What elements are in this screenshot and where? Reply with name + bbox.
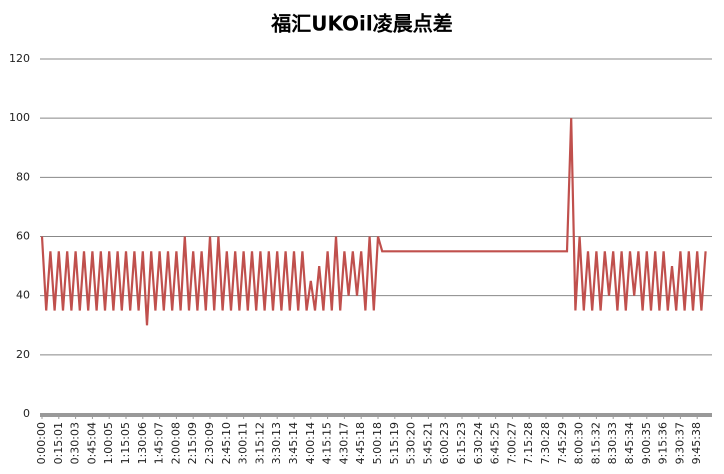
- x-tick-label: 9:30:37: [673, 422, 686, 464]
- x-tick-label: 0:30:03: [69, 422, 82, 464]
- y-tick-label: 120: [9, 52, 30, 65]
- x-tick-label: 4:15:15: [321, 422, 334, 464]
- x-tick-label: 2:15:09: [186, 422, 199, 464]
- x-tick-label: 1:15:05: [119, 422, 132, 464]
- x-tick-label: 0:45:04: [85, 422, 98, 464]
- x-tick-label: 5:30:20: [405, 422, 418, 464]
- x-tick-label: 4:30:17: [337, 422, 350, 464]
- y-tick-label: 100: [9, 111, 30, 124]
- x-tick-label: 6:45:25: [489, 422, 502, 464]
- x-tick-label: 8:30:33: [606, 422, 619, 464]
- x-tick-label: 7:45:29: [556, 422, 569, 464]
- x-tick-label: 9:00:35: [640, 422, 653, 464]
- x-tick-label: 6:30:24: [472, 422, 485, 464]
- x-tick-label: 6:00:23: [438, 422, 451, 464]
- series-line: [40, 118, 707, 326]
- x-tick-label: 7:30:28: [539, 422, 552, 464]
- x-tick-label: 5:00:18: [371, 422, 384, 464]
- x-tick-label: 3:00:11: [237, 422, 250, 464]
- x-tick-label: 9:15:36: [657, 422, 670, 464]
- y-tick-label: 0: [23, 407, 30, 420]
- x-axis: [40, 413, 712, 417]
- x-tick-label: 8:00:30: [573, 422, 586, 464]
- x-tick-label: 3:30:13: [270, 422, 283, 464]
- y-tick-label: 60: [16, 230, 30, 243]
- x-tick-label: 3:15:12: [253, 422, 266, 464]
- x-tick-label: 3:45:14: [287, 422, 300, 464]
- chart-title: 福汇UKOil凌晨点差: [270, 12, 453, 36]
- x-tick-label: 2:00:08: [169, 422, 182, 464]
- y-tick-label: 80: [16, 170, 30, 183]
- x-tick-label: 0:15:01: [52, 422, 65, 464]
- x-tick-label: 1:00:05: [102, 422, 115, 464]
- x-tick-label: 4:00:14: [304, 422, 317, 464]
- x-tick-label: 2:30:09: [203, 422, 216, 464]
- y-tick-label: 40: [16, 289, 30, 302]
- x-tick-label: 6:15:23: [455, 422, 468, 464]
- y-tick-label: 20: [16, 348, 30, 361]
- x-tick-label: 4:45:18: [354, 422, 367, 464]
- x-tick-label: 1:30:06: [136, 422, 149, 464]
- x-tick-label: 8:45:34: [623, 422, 636, 464]
- x-tick-label: 5:45:21: [421, 422, 434, 464]
- x-tick-label: 5:15:19: [388, 422, 401, 464]
- x-tick-label: 7:00:27: [505, 422, 518, 464]
- x-tick-label: 7:15:28: [522, 422, 535, 464]
- x-tick-label: 2:45:10: [220, 422, 233, 464]
- x-tick-label: 1:45:07: [153, 422, 166, 464]
- x-tick-label: 9:45:38: [690, 422, 703, 464]
- x-tick-label: 0:00:00: [35, 422, 48, 464]
- x-tick-label: 8:15:32: [589, 422, 602, 464]
